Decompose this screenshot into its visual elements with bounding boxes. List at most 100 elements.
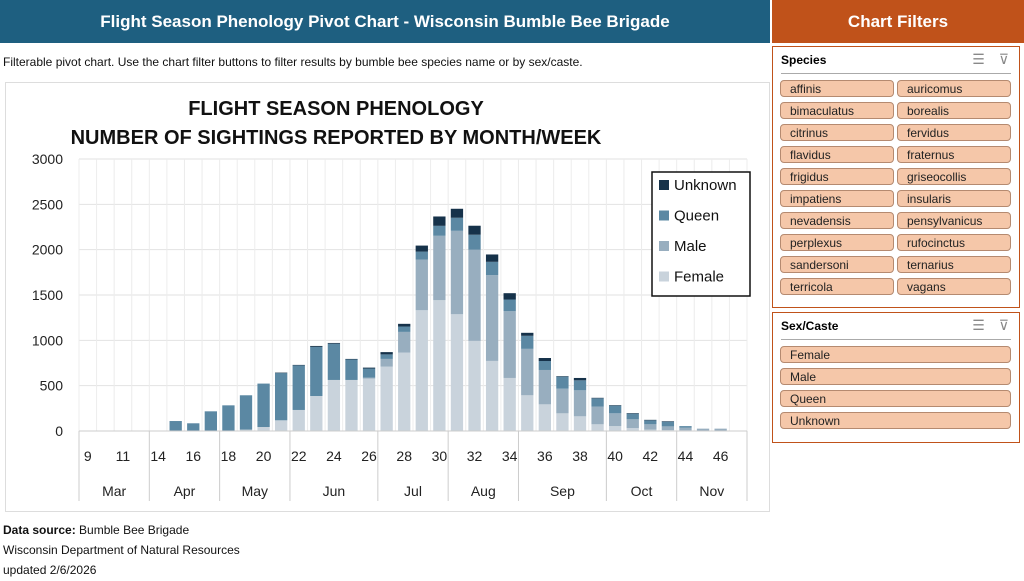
bar-segment-female [644,429,657,431]
species-filter-borealis[interactable]: borealis [897,102,1011,119]
bar-segment-male [503,311,516,378]
legend-swatch-male [659,241,669,251]
bar-segment-male [433,235,446,301]
legend-label: Male [674,238,707,255]
week-tick-label: 9 [84,448,92,464]
organization: Wisconsin Department of Natural Resource… [3,543,240,557]
sex-caste-filter-unknown[interactable]: Unknown [780,412,1011,429]
bar-segment-female [626,428,639,431]
week-tick-label: 38 [572,448,588,464]
species-filter-bimaculatus[interactable]: bimaculatus [780,102,894,119]
bar-segment-female [275,420,288,431]
species-filter-fraternus[interactable]: fraternus [897,146,1011,163]
bar-segment-unknown [644,419,657,421]
bar-segment-queen [257,383,270,428]
bar-segment-female [239,429,253,431]
bar-segment-queen [345,359,358,380]
bar-segment-female [415,310,428,431]
bar-segment-unknown [310,345,323,347]
bar-segment-female [327,379,341,431]
species-filter-pensylvanicus[interactable]: pensylvanicus [897,212,1011,229]
species-filter-sandersoni[interactable]: sandersoni [780,256,894,273]
sex-caste-filter-female[interactable]: Female [780,346,1011,363]
species-filter-perplexus[interactable]: perplexus [780,234,894,251]
page-header: Flight Season Phenology Pivot Chart - Wi… [0,0,770,43]
bar-segment-male [573,390,587,417]
bar-segment-unknown [573,377,587,381]
bar-segment-unknown [609,405,622,406]
species-filter-impatiens[interactable]: impatiens [780,190,894,207]
bar-segment-queen [239,395,253,430]
bar-segment-queen [556,376,569,389]
month-label: Oct [631,483,653,499]
bar-segment-unknown [556,376,569,377]
bar-segment-queen [591,398,604,407]
bar-segment-queen [415,251,428,260]
bar-segment-male [556,388,569,414]
sex-caste-filter-male[interactable]: Male [780,368,1011,385]
species-filter-affinis[interactable]: affinis [780,80,894,97]
clear-filter-icon[interactable]: ⊽ [998,51,1009,67]
bar-segment-female [380,366,393,431]
species-slicer-title: Species [781,53,827,67]
bar-segment-unknown [521,332,534,336]
multi-select-icon[interactable]: ☰ [972,317,985,333]
bar-segment-unknown [398,323,411,327]
bar-segment-queen [679,426,692,428]
week-tick-label: 20 [256,448,272,464]
bar-segment-queen [644,420,657,425]
week-tick-label: 36 [537,448,553,464]
species-filter-griseocollis[interactable]: griseocollis [897,168,1011,185]
month-label: Sep [550,483,575,499]
week-tick-label: 34 [502,448,518,464]
bar-segment-unknown [380,352,393,355]
source-value: Bumble Bee Brigade [79,523,190,537]
y-tick-label: 2500 [32,196,63,212]
species-filter-fervidus[interactable]: fervidus [897,124,1011,141]
pivot-chart[interactable]: FLIGHT SEASON PHENOLOGY NUMBER OF SIGHTIN… [5,82,770,512]
month-label: Nov [699,483,724,499]
bar-segment-queen [222,405,235,431]
bar-segment-female [503,377,516,431]
chart-title: NUMBER OF SIGHTINGS REPORTED BY MONTH/WE… [71,127,602,149]
bar-segment-unknown [450,208,464,218]
bar-segment-male [468,249,481,341]
bar-segment-queen [538,361,551,370]
bar-segment-female [591,424,604,431]
bar-segment-unknown [591,397,604,399]
species-filter-frigidus[interactable]: frigidus [780,168,894,185]
species-filter-auricomus[interactable]: auricomus [897,80,1011,97]
week-tick-label: 16 [185,448,201,464]
bar-segment-queen [398,326,411,332]
week-tick-label: 32 [467,448,483,464]
bar-segment-male [644,424,657,430]
species-filter-insularis[interactable]: insularis [897,190,1011,207]
species-filter-flavidus[interactable]: flavidus [780,146,894,163]
bar-segment-queen [450,217,464,231]
bar-segment-female [485,360,499,431]
species-filter-rufocinctus[interactable]: rufocinctus [897,234,1011,251]
week-tick-label: 30 [432,448,448,464]
bar-segment-unknown [362,367,376,369]
page-subtitle: Filterable pivot chart. Use the chart fi… [3,55,583,69]
bar-segment-queen [468,234,481,250]
bar-segment-male [538,369,551,405]
species-filter-ternarius[interactable]: ternarius [897,256,1011,273]
species-filter-citrinus[interactable]: citrinus [780,124,894,141]
week-tick-label: 22 [291,448,307,464]
sex-caste-filter-queen[interactable]: Queen [780,390,1011,407]
bar-segment-female [538,404,551,431]
phenology-chart-svg: FLIGHT SEASON PHENOLOGY NUMBER OF SIGHTIN… [32,98,751,501]
species-filter-nevadensis[interactable]: nevadensis [780,212,894,229]
bar-segment-unknown [415,245,428,252]
bar-segment-female [556,413,569,431]
bar-segment-unknown [485,254,499,262]
clear-filter-icon[interactable]: ⊽ [998,317,1009,333]
species-filter-vagans[interactable]: vagans [897,278,1011,295]
species-filter-terricola[interactable]: terricola [780,278,894,295]
bar-segment-female [573,416,587,431]
divider [781,73,1011,74]
legend-label: Unknown [674,177,737,194]
multi-select-icon[interactable]: ☰ [972,51,985,67]
source-label: Data source: [3,523,76,537]
